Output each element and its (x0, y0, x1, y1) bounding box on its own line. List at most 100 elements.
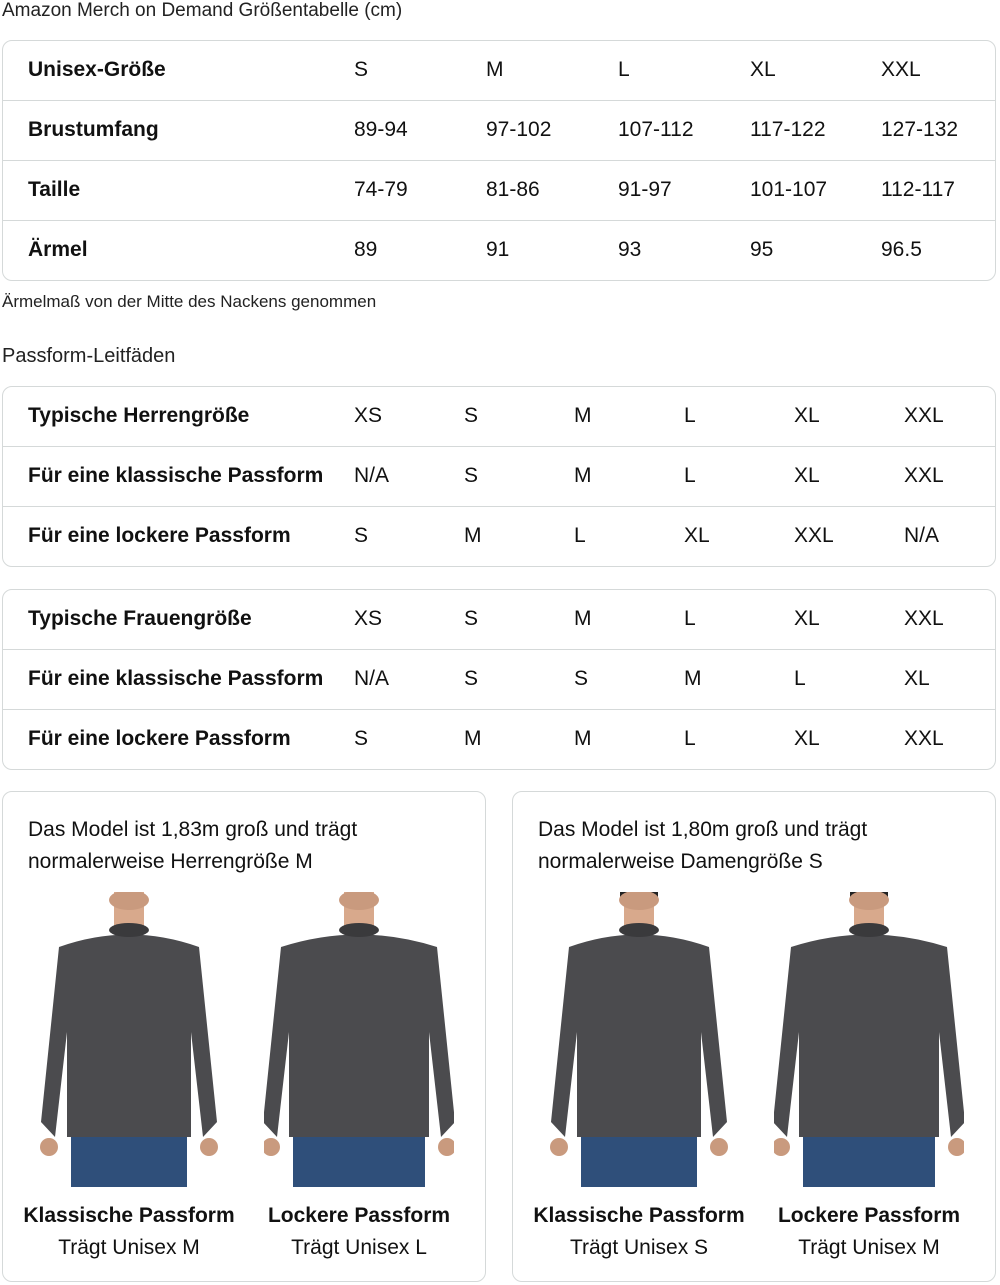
chart-title: Amazon Merch on Demand Größentabelle (cm… (2, 0, 403, 21)
table-row: Taille 74-79 81-86 91-97 101-107 112-117 (3, 161, 995, 221)
table-cell: 112-117 (881, 178, 955, 201)
table-cell: 91-97 (618, 178, 672, 201)
jeans (581, 1137, 697, 1187)
women-fit-table: Typische Frauengröße XS S M L XL XXL Für eine k… (2, 589, 996, 770)
row-label: Unisex-Größe (28, 58, 166, 81)
table-cell: 89-94 (354, 118, 408, 141)
model-caption: Das Model ist 1,83m groß und trägt normal… (28, 814, 357, 878)
model-photo (544, 890, 734, 1187)
row-label: Taille (28, 178, 81, 201)
table-cell: XXL (794, 524, 834, 547)
table-cell: 93 (618, 238, 642, 261)
table-cell: XXL (904, 727, 944, 750)
table-cell: XL (684, 524, 710, 547)
table-cell: L (684, 464, 696, 487)
size-worn: Trägt Unisex L (291, 1236, 427, 1259)
sweatshirt (551, 934, 727, 1137)
table-cell: N/A (354, 464, 390, 487)
row-label: Für eine klassische Passform (28, 667, 324, 690)
table-cell: S (464, 464, 479, 487)
table-cell: S (464, 607, 479, 630)
table-row: Für eine klassische Passform N/A S S M L XL (3, 650, 995, 710)
model-photo (772, 890, 966, 1187)
caption-line: normalerweise Herrengröße M (28, 850, 313, 873)
table-cell: XXL (881, 58, 921, 81)
model-caption: Das Model ist 1,80m groß und trägt normal… (538, 814, 867, 878)
sweatshirt (773, 934, 965, 1137)
row-label: Typische Frauengröße (28, 607, 252, 630)
table-cell: S (354, 524, 369, 547)
size-worn: Trägt Unisex M (798, 1236, 940, 1259)
caption-line: normalerweise Damengröße S (538, 850, 823, 873)
table-cell: 101-107 (750, 178, 828, 201)
size-table: Unisex-Größe S M L XL XXL Brustumfang 89-94 97-1… (2, 40, 996, 281)
sweatshirt (263, 934, 455, 1137)
caption-line: Das Model ist 1,83m groß und trägt (28, 818, 358, 841)
table-cell: XS (354, 607, 383, 630)
table-row: Für eine lockere Passform S M L XL XXL N/A (3, 507, 995, 566)
jeans (71, 1137, 187, 1187)
row-label: Typische Herrengröße (28, 404, 250, 427)
sweatshirt (41, 934, 217, 1137)
row-label: Ärmel (28, 238, 88, 261)
table-cell: 81-86 (486, 178, 540, 201)
table-cell: XXL (904, 464, 944, 487)
size-worn: Trägt Unisex S (569, 1236, 709, 1259)
table-cell: XL (904, 667, 930, 690)
table-cell: 74-79 (354, 178, 408, 201)
table-row: Ärmel 89 91 93 95 96.5 (3, 221, 995, 280)
fit-label: Lockere Passform (777, 1204, 961, 1227)
table-cell: L (684, 727, 696, 750)
row-label: Brustumfang (28, 118, 159, 141)
table-row: Brustumfang 89-94 97-102 107-112 117-122 127-… (3, 101, 995, 161)
table-cell: L (684, 607, 696, 630)
table-cell: M (574, 607, 592, 630)
women-model-card: Das Model ist 1,80m groß und trägt normal… (512, 791, 996, 1282)
jeans (803, 1137, 935, 1187)
men-fit-table: Typische Herrengröße XS S M L XL XXL Für eine k… (2, 386, 996, 567)
table-cell: S (354, 727, 369, 750)
table-row: Für eine lockere Passform S M M L XL XXL (3, 710, 995, 769)
table-row: Unisex-Größe S M L XL XXL (3, 41, 995, 101)
table-cell: 127-132 (881, 118, 959, 141)
table-cell: 117-122 (750, 118, 826, 141)
table-cell: L (684, 404, 696, 427)
table-cell: 89 (354, 238, 378, 261)
table-cell: XXL (904, 404, 944, 427)
size-worn: Trägt Unisex M (58, 1236, 200, 1259)
table-cell: S (354, 58, 369, 81)
fit-label: Klassische Passform (23, 1204, 235, 1227)
table-row: Typische Herrengröße XS S M L XL XXL (3, 387, 995, 447)
table-cell: XL (794, 404, 820, 427)
table-cell: N/A (354, 667, 390, 690)
table-row: Typische Frauengröße XS S M L XL XXL (3, 590, 995, 650)
table-cell: N/A (904, 524, 940, 547)
fit-label: Klassische Passform (533, 1204, 745, 1227)
caption-line: Das Model ist 1,80m groß und trägt (538, 818, 868, 841)
model-photo (34, 890, 224, 1187)
table-cell: M (464, 524, 482, 547)
row-label: Für eine klassische Passform (28, 464, 324, 487)
table-cell: 97-102 (486, 118, 552, 141)
table-cell: XL (794, 607, 820, 630)
fit-heading: Passform-Leitfäden (2, 345, 176, 367)
table-cell: M (486, 58, 504, 81)
fit-label: Lockere Passform (267, 1204, 451, 1227)
table-cell: 96.5 (881, 238, 922, 261)
table-cell: L (794, 667, 806, 690)
table-cell: XL (794, 727, 820, 750)
table-cell: M (574, 404, 592, 427)
model-photo (262, 890, 456, 1187)
table-cell: M (574, 464, 592, 487)
table-cell: L (574, 524, 586, 547)
table-cell: S (464, 667, 479, 690)
table-cell: XL (750, 58, 776, 81)
table-cell: 107-112 (618, 118, 694, 141)
table-cell: XS (354, 404, 383, 427)
row-label: Für eine lockere Passform (28, 727, 291, 750)
table-row: Für eine klassische Passform N/A S M L XL XXL (3, 447, 995, 507)
men-model-card: Das Model ist 1,83m groß und trägt normal… (2, 791, 486, 1282)
table-cell: XXL (904, 607, 944, 630)
row-label: Für eine lockere Passform (28, 524, 291, 547)
table-cell: S (464, 404, 479, 427)
